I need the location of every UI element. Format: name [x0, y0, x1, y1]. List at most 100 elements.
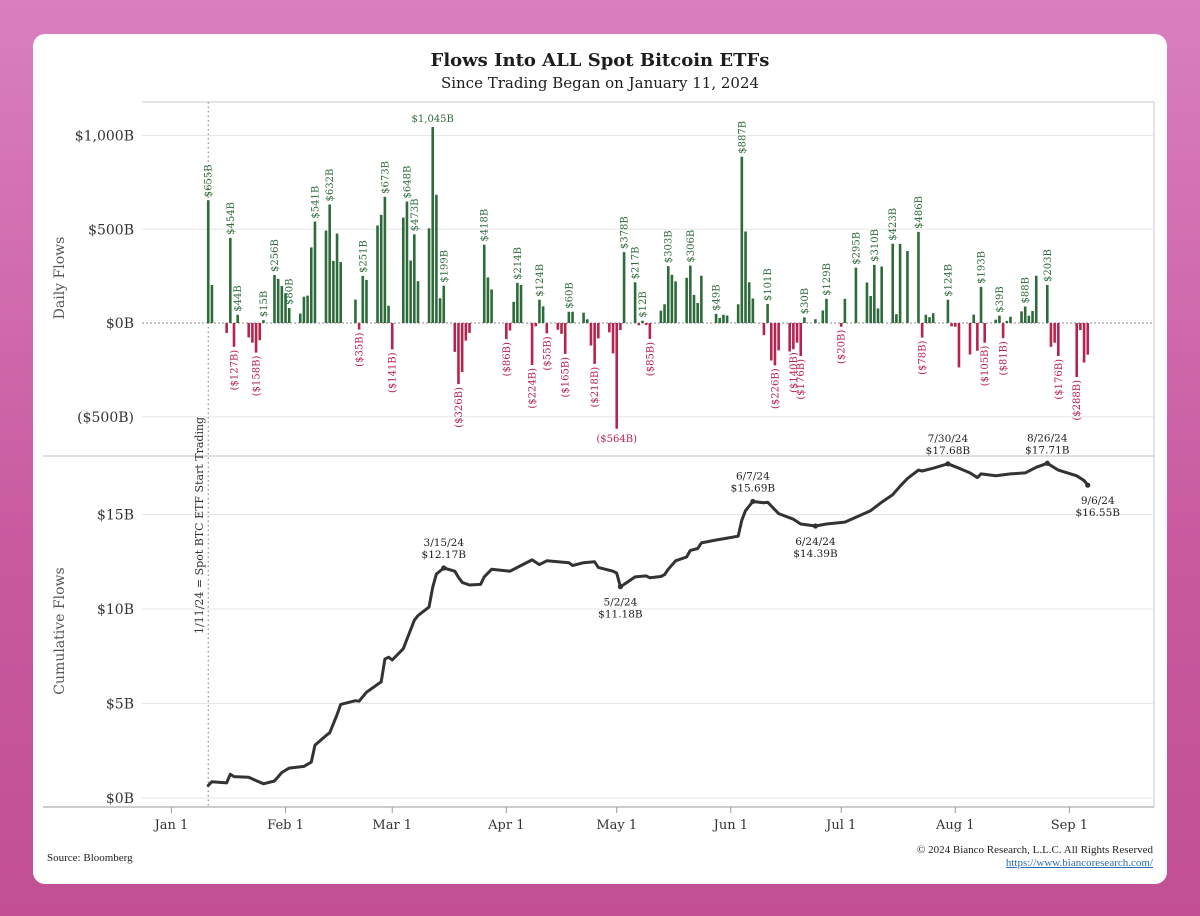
daily-flow-bar	[593, 323, 596, 364]
daily-flow-bar	[390, 323, 394, 350]
bar-value-label: $632B	[325, 169, 336, 202]
x-tick-label: Aug 1	[935, 818, 975, 833]
daily-flow-bar	[560, 323, 563, 334]
bar-value-label: $49B	[712, 284, 723, 310]
annotation-date-label: 8/26/24	[1027, 432, 1068, 444]
annotation-date-label: 5/2/24	[604, 597, 638, 609]
daily-flow-bar	[1034, 275, 1038, 323]
daily-flow-bar	[361, 275, 365, 323]
bar-value-label: ($158B)	[252, 356, 263, 397]
daily-flow-bar	[865, 282, 869, 323]
daily-flow-bar	[302, 296, 306, 323]
x-tick-label: May 1	[596, 818, 637, 833]
daily-flow-bar	[666, 266, 670, 323]
daily-flow-bar	[534, 323, 538, 327]
daily-flow-bar	[376, 225, 379, 323]
cumulative-point-marker	[1044, 460, 1050, 466]
daily-flow-bar	[722, 314, 725, 323]
daily-flow-bar	[313, 221, 317, 323]
daily-flow-bar	[869, 296, 872, 323]
chart-title: Flows Into ALL Spot Bitcoin ETFs	[430, 50, 770, 71]
daily-flow-bar	[229, 237, 232, 323]
daily-flow-bar	[585, 319, 589, 323]
daily-flow-bar	[287, 308, 291, 323]
cumulative-point-marker	[1085, 482, 1091, 488]
daily-flow-bar	[262, 320, 265, 323]
cumulative-y-axis-title: Cumulative Flows	[52, 567, 68, 694]
source-note: Source: Bloomberg	[47, 852, 133, 864]
daily-flow-bar	[416, 281, 420, 323]
daily-flow-bar	[924, 314, 928, 323]
daily-flow-bar	[762, 323, 766, 336]
daily-flow-bar	[251, 323, 254, 343]
daily-flow-bar	[357, 323, 361, 330]
daily-flow-bar	[994, 319, 998, 323]
cumulative-point-marker	[945, 461, 951, 467]
daily-flow-bar	[931, 313, 935, 323]
daily-flow-bar	[788, 323, 791, 352]
flows-chart: $1,000B $500B $0B ($500B) $0B $5B $10B $15B Dail…	[43, 101, 1155, 833]
daily-flow-bar	[468, 323, 471, 333]
bar-value-label: $44B	[233, 285, 244, 311]
daily-flow-bar	[258, 323, 262, 341]
bar-value-label: $648B	[402, 166, 413, 199]
bar-value-label: $251B	[358, 240, 369, 273]
bar-value-label: $193B	[977, 251, 988, 284]
daily-flow-bar	[619, 323, 622, 331]
bar-value-label: $80B	[285, 279, 296, 305]
daily-flow-bar	[1075, 323, 1079, 377]
daily-flow-bar	[1031, 311, 1034, 323]
daily-flow-bar	[692, 294, 696, 323]
bar-value-label: $15B	[259, 291, 270, 317]
daily-flow-bar	[795, 323, 799, 343]
bar-value-label: ($326B)	[454, 387, 465, 428]
bar-value-label: $203B	[1043, 249, 1054, 282]
daily-flow-bar	[545, 323, 549, 334]
cumulative-point-marker	[812, 523, 819, 529]
daily-flow-bar	[799, 323, 803, 356]
daily-flow-bar	[597, 323, 600, 339]
daily-flow-bar	[563, 323, 567, 354]
daily-flow-bar	[689, 265, 692, 323]
daily-flow-bar	[324, 230, 328, 323]
bar-value-label: $60B	[564, 282, 575, 308]
annotation-date-label: 7/30/24	[928, 433, 969, 445]
daily-flow-bar	[1020, 311, 1023, 323]
bar-value-label: $418B	[480, 209, 491, 242]
x-tick-label: Feb 1	[267, 818, 304, 833]
daily-flow-bar	[379, 214, 383, 323]
daily-flow-bar	[401, 217, 405, 323]
bar-value-label: $101B	[763, 268, 774, 301]
bar-value-label: $310B	[870, 229, 881, 262]
bar-value-label: $303B	[664, 230, 675, 263]
bar-value-label: $88B	[1021, 277, 1032, 303]
annotation-date-label: 6/24/24	[795, 536, 836, 548]
daily-flow-bar	[490, 289, 493, 323]
bar-value-label: ($141B)	[388, 352, 399, 393]
daily-flow-bar	[747, 282, 751, 323]
bar-value-label: $887B	[737, 121, 748, 154]
daily-flow-bar	[648, 323, 652, 339]
bar-value-label: ($105B)	[980, 346, 991, 387]
x-tick-label: Apr 1	[487, 818, 524, 833]
daily-flow-bar	[736, 304, 740, 323]
daily-flow-bar	[957, 323, 961, 368]
daily-flow-bar	[284, 293, 287, 323]
daily-flow-bar	[247, 323, 251, 338]
daily-flow-bar	[821, 310, 825, 323]
annotation-value-label: $11.18B	[598, 609, 643, 621]
daily-flow-bar	[1027, 315, 1031, 323]
daily-flow-bar	[519, 284, 523, 323]
website-link[interactable]: https://www.biancoresearch.com/	[1005, 857, 1153, 869]
daily-flow-bar	[405, 201, 409, 323]
daily-flow-bar	[505, 323, 508, 340]
bar-value-label: ($176B)	[1054, 359, 1065, 400]
daily-flow-bar	[486, 277, 490, 323]
daily-flow-bar	[839, 323, 843, 327]
daily-flow-bar	[298, 313, 302, 323]
daily-flow-bar	[538, 299, 541, 323]
daily-flow-bar	[983, 323, 987, 343]
daily-flow-bar	[891, 243, 895, 323]
daily-flow-bar	[516, 282, 519, 323]
daily-flow-bar	[670, 274, 674, 323]
